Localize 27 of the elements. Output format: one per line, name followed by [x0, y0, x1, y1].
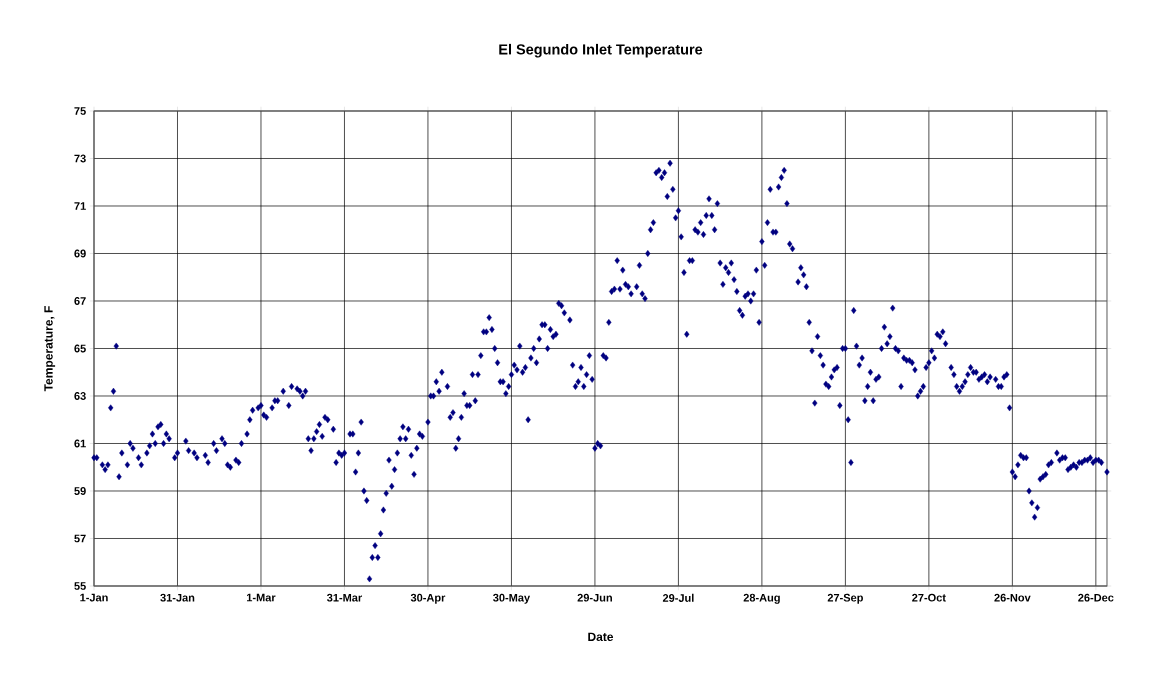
chart-title: El Segundo Inlet Temperature	[499, 43, 703, 58]
y-tick-label: 57	[74, 534, 86, 543]
y-tick-label: 67	[74, 297, 86, 305]
x-tick-label: 27-Sep	[827, 593, 863, 604]
y-tick-label: 71	[74, 202, 86, 210]
x-tick-label: 30-Apr	[410, 593, 446, 604]
y-tick-label: 59	[74, 487, 86, 495]
x-tick-label: 29-Jun	[577, 593, 612, 602]
x-tick-label: 26-Dec	[1078, 593, 1114, 602]
x-tick-label: 29-Jul	[662, 593, 694, 602]
y-tick-label: 69	[74, 249, 86, 258]
y-axis-title: Temperature, F	[44, 306, 56, 392]
x-tick-label: 31-Jan	[160, 593, 195, 602]
x-tick-label: 31-Mar	[326, 593, 363, 602]
x-tick-label: 30-May	[493, 593, 531, 604]
y-tick-label: 65	[74, 344, 86, 353]
y-tick-label: 61	[74, 439, 86, 448]
x-tick-label: 28-Aug	[743, 593, 780, 604]
y-tick-label: 73	[74, 154, 86, 163]
y-tick-label: 63	[74, 392, 86, 400]
x-tick-label: 1-Jan	[80, 593, 108, 602]
x-tick-label: 1-Mar	[247, 593, 276, 602]
x-tick-label: 26-Nov	[994, 593, 1031, 602]
x-tick-label: 27-Oct	[912, 593, 946, 602]
x-axis-title: Date	[588, 632, 614, 642]
y-tick-label: 55	[74, 582, 86, 590]
y-tick-label: 75	[74, 107, 86, 115]
